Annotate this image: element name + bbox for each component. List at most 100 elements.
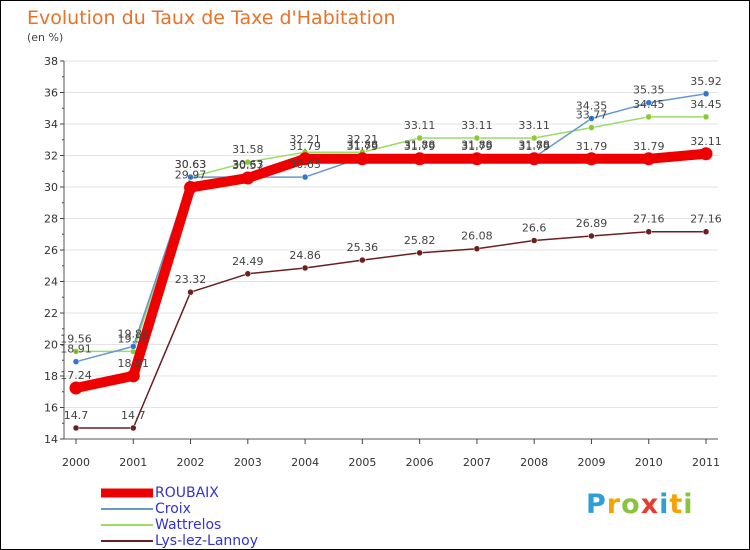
data-label-roubaix: 17.24 [60,369,92,382]
y-tick-label: 28 [44,213,58,226]
data-point-lys-lez-lannoy [359,256,366,264]
data-point-croix [645,99,652,106]
x-tick-label: 2001 [119,456,147,469]
data-label-lys-lez-lannoy: 24.49 [232,255,264,268]
data-label-wattrelos: 33.11 [404,119,436,132]
data-point-wattrelos [72,348,80,355]
data-point-wattrelos [530,134,538,142]
data-point-wattrelos [244,158,252,166]
data-point-croix [187,173,194,181]
data-label-croix: 31.88 [518,138,550,151]
data-point-lys-lez-lannoy [187,288,194,296]
x-tick-label: 2006 [406,456,434,469]
data-label-wattrelos: 32.21 [289,133,321,146]
data-label-croix: 31.88 [347,138,379,151]
data-label-lys-lez-lannoy: 14.7 [121,409,146,422]
legend-swatch-wattrelos [101,524,153,526]
data-label-roubaix: 31.79 [404,140,436,153]
data-label-roubaix: 31.79 [633,140,665,153]
logo-letter: x [640,489,660,520]
x-tick-label: 2005 [348,456,376,469]
data-label-wattrelos: 34.45 [633,98,665,111]
y-tick-label: 26 [44,244,58,257]
data-point-roubaix [355,152,369,166]
legend-item-wattrelos: Wattrelos [101,517,301,533]
y-tick-label: 30 [44,181,58,194]
data-label-croix: 30.63 [232,158,264,171]
data-point-lys-lez-lannoy [645,228,652,235]
data-point-croix [72,358,80,365]
x-tick-label: 2002 [177,456,205,469]
data-label-roubaix: 32.11 [690,135,722,148]
data-point-wattrelos [702,113,710,121]
data-label-lys-lez-lannoy: 24.86 [289,249,321,262]
data-point-wattrelos [416,134,423,142]
legend-item-roubaix: ROUBAIX [101,485,301,501]
data-label-roubaix: 31.79 [576,140,608,153]
data-point-lys-lez-lannoy [416,249,423,257]
x-tick-label: 2003 [234,456,262,469]
data-label-lys-lez-lannoy: 27.16 [633,213,665,226]
y-tick-label: 32 [44,150,58,163]
data-point-lys-lez-lannoy [702,228,710,235]
legend-label-wattrelos: Wattrelos [155,517,222,533]
unit-label: (en %) [27,31,64,44]
logo-letter: r [606,489,622,520]
data-point-croix [702,90,710,98]
legend-item-lys-lez-lannoy: Lys-lez-Lannoy [101,533,301,549]
x-tick-label: 2011 [692,456,720,469]
data-point-roubaix [241,171,255,185]
data-label-lys-lez-lannoy: 23.32 [175,273,207,286]
data-point-roubaix [584,152,598,166]
legend: ROUBAIX Croix Wattrelos Lys-lez-Lannoy [101,485,301,549]
data-point-croix [130,343,137,350]
y-tick-label: 22 [44,307,58,320]
data-label-croix: 31.88 [461,138,493,151]
y-tick-label: 20 [44,339,58,352]
logo-letter: P [586,489,607,520]
data-label-wattrelos: 32.21 [347,133,379,146]
data-point-roubaix [298,152,312,166]
series-line-roubaix [71,148,711,393]
data-point-wattrelos [473,134,481,142]
y-tick-label: 18 [44,370,58,383]
data-label-lys-lez-lannoy: 14.7 [64,409,89,422]
y-tick-label: 14 [44,433,58,446]
data-label-wattrelos: 34.45 [690,98,722,111]
y-tick-label: 36 [44,87,58,100]
data-point-roubaix [69,381,83,395]
data-label-roubaix: 31.79 [289,140,321,153]
data-point-croix [588,115,595,122]
legend-label-lys-lez-lannoy: Lys-lez-Lannoy [155,533,259,549]
data-label-roubaix: 31.79 [518,140,550,153]
data-point-roubaix [699,147,713,161]
logo-letter: o [621,489,641,520]
data-label-croix: 30.63 [175,158,207,171]
data-point-lys-lez-lannoy [72,424,80,432]
data-point-roubaix [413,152,427,166]
logo-letter: i [683,489,694,520]
legend-label-roubaix: ROUBAIX [155,485,219,501]
data-label-croix: 31.88 [404,138,436,151]
data-label-lys-lez-lannoy: 26.08 [461,230,493,243]
x-tick-label: 2008 [520,456,548,469]
logo-letter: i [659,489,670,520]
chart-title: Evolution du Taux de Taxe d'Habitation [27,7,396,29]
x-tick-label: 2004 [291,456,319,469]
data-point-roubaix [470,152,484,166]
data-label-wattrelos: 31.58 [232,143,264,156]
data-label-lys-lez-lannoy: 27.16 [690,213,722,226]
data-point-roubaix [642,152,656,166]
data-point-roubaix [126,369,140,383]
data-label-wattrelos: 33.11 [518,119,550,132]
data-label-croix: 19.88 [118,327,150,340]
data-label-roubaix: 18.01 [118,357,150,370]
data-point-roubaix [527,152,541,166]
legend-swatch-lys-lez-lannoy [101,540,153,542]
data-label-roubaix: 29.97 [175,168,207,181]
y-tick-label: 38 [44,55,58,68]
legend-label-croix: Croix [155,501,191,517]
data-point-roubaix [184,180,198,194]
